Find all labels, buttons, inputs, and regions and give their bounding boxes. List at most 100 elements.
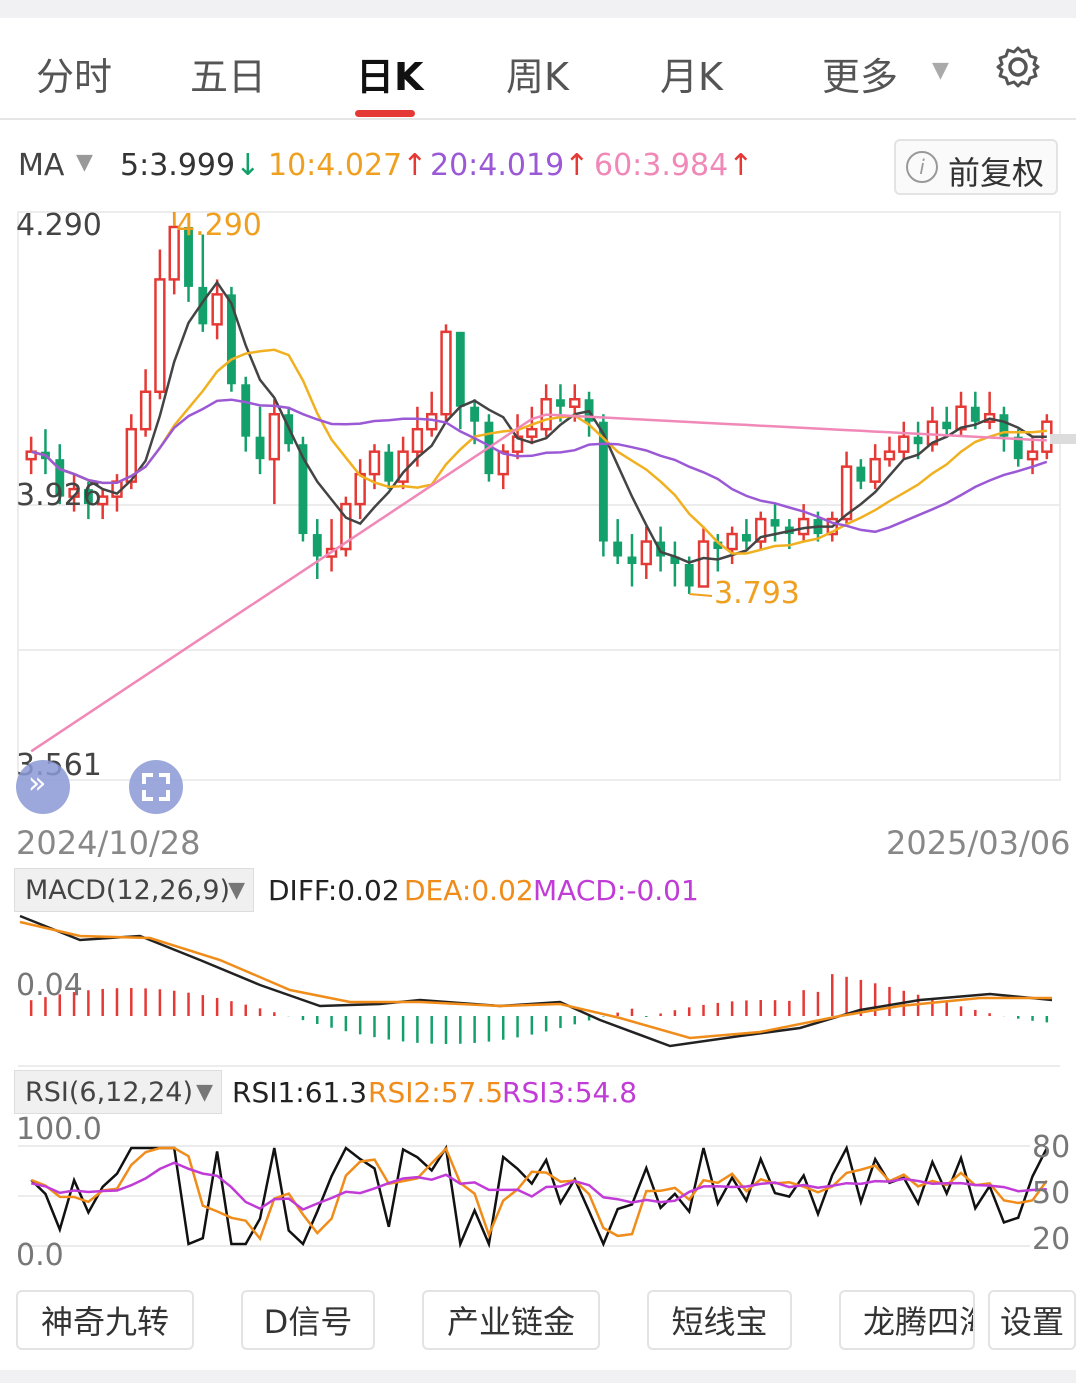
ma5-line [30, 280, 1047, 564]
candle-body [713, 541, 723, 550]
candle-body [354, 472, 366, 506]
candle-body [526, 427, 538, 438]
candle-body [255, 436, 265, 460]
button-longteng[interactable]: 龙腾四海 [839, 1290, 975, 1350]
settings-gear-icon[interactable] [995, 44, 1041, 90]
candle-body [770, 519, 780, 527]
candle-body [184, 226, 193, 287]
status-strip [0, 0, 1076, 18]
candle-body [168, 225, 180, 281]
ma5-value: 5:3.999↓ [120, 148, 261, 183]
price-axis-top: 4.290 [16, 208, 102, 243]
rsi-axis-top: 100.0 [16, 1112, 102, 1147]
macd-dea: DEA:0.02 [404, 874, 534, 907]
macd-selector-label: MACD(12,26,9) [25, 875, 231, 906]
candle-body [755, 517, 767, 543]
ma-legend: MA ▼ 5:3.999↓ 10:4.027↑ 20:4.019↑ 60:3.9… [0, 138, 1076, 198]
price-axis-mid: 3.926 [16, 478, 102, 513]
candle-body [25, 450, 37, 461]
candle-body [226, 294, 236, 385]
rsi3-value: RSI3:54.8 [502, 1076, 638, 1109]
tool-buttons: 神奇九转 D信号 产业链金 短线宝 龙腾四海 设置 [0, 1290, 1076, 1354]
candle-body [68, 487, 80, 498]
rsi3-line [30, 1161, 1047, 1211]
date-start: 2024/10/28 [16, 824, 201, 862]
bottom-strip [0, 1370, 1076, 1383]
candle-body [955, 405, 967, 431]
low-marker-label: 3.793 [714, 576, 800, 611]
candle-body [455, 331, 465, 407]
candle-body [613, 541, 623, 557]
ma20-value: 20:4.019↑ [430, 148, 590, 183]
info-icon: i [906, 151, 938, 183]
expand-left-button[interactable]: » [16, 760, 70, 814]
rsi-selector[interactable]: RSI(6,12,24) ▼ [14, 1070, 222, 1114]
candle-body [726, 532, 738, 551]
macd-dropdown-icon: ▼ [228, 878, 245, 903]
last-price-tag [1050, 434, 1076, 444]
macd-diff: DIFF:0.02 [268, 874, 400, 907]
button-d-signal[interactable]: D信号 [241, 1290, 375, 1350]
tab-monthly-k[interactable]: 月K [660, 55, 723, 99]
candle-body [913, 436, 923, 445]
tab-daily-k[interactable]: 日K [356, 55, 424, 99]
chart-frame [17, 211, 1061, 781]
candle-body [1026, 450, 1039, 461]
candle-body [883, 450, 896, 461]
adjust-button[interactable]: i 前复权 [894, 139, 1058, 195]
candle-body [298, 444, 308, 535]
candle-body [96, 495, 109, 506]
candle-body [241, 384, 251, 437]
button-settings[interactable]: 设置 [988, 1290, 1076, 1350]
candle-body [368, 450, 381, 476]
candle-body [670, 556, 680, 565]
candle-body [741, 534, 751, 542]
period-tabs: 分时 五日 日K 周K 月K 更多 ▼ [0, 22, 1076, 120]
macd-dea-line [19, 920, 1052, 1040]
candle-body [83, 489, 93, 505]
ma10-value: 10:4.027↑ [268, 148, 428, 183]
adjust-button-label: 前复权 [948, 154, 1045, 192]
candle-body [411, 427, 424, 453]
tab-weekly-k[interactable]: 周K [506, 55, 569, 99]
candle-body [999, 414, 1009, 437]
more-dropdown-icon[interactable]: ▼ [932, 58, 949, 83]
candle-body [340, 502, 352, 551]
candle-body [942, 421, 952, 430]
tab-more[interactable]: 更多 [822, 55, 899, 99]
candle-body [898, 435, 910, 453]
rsi-axis-80: 80 [1032, 1130, 1071, 1165]
double-chevron-icon: » [28, 766, 47, 801]
fullscreen-button[interactable] [129, 760, 183, 814]
ma60-line [30, 413, 1047, 753]
ma-dropdown-icon[interactable]: ▼ [76, 150, 93, 175]
candle-body [970, 406, 980, 422]
rsi-axis-20: 20 [1032, 1222, 1071, 1257]
candle-body [384, 451, 394, 482]
button-short-term[interactable]: 短线宝 [647, 1290, 792, 1350]
tab-five-day[interactable]: 五日 [190, 55, 267, 99]
rsi-axis-50: 50 [1032, 1176, 1071, 1211]
candle-body [569, 397, 581, 408]
candle-body [198, 286, 208, 325]
rsi-dropdown-icon: ▼ [196, 1080, 213, 1105]
low-marker-line [689, 592, 713, 597]
rsi2-line [30, 1146, 1048, 1242]
tab-intraday[interactable]: 分时 [36, 55, 113, 99]
ma60-value: 60:3.984↑ [594, 148, 754, 183]
macd-selector[interactable]: MACD(12,26,9) ▼ [14, 868, 254, 912]
candle-body [840, 465, 853, 521]
candle-body [684, 564, 694, 587]
ma-selector-label[interactable]: MA [18, 148, 65, 183]
button-magic-nine[interactable]: 神奇九转 [16, 1290, 194, 1350]
candle-body [640, 540, 652, 566]
rsi-selector-label: RSI(6,12,24) [25, 1077, 193, 1108]
candle-body [139, 390, 152, 431]
rsi-axis-bottom: 0.0 [16, 1238, 64, 1273]
rsi1-value: RSI1:61.3 [232, 1076, 368, 1109]
macd-value: MACD:-0.01 [533, 874, 699, 907]
candle-body [154, 278, 166, 394]
button-industry-chain[interactable]: 产业链金 [422, 1290, 600, 1350]
candle-body [268, 412, 281, 461]
